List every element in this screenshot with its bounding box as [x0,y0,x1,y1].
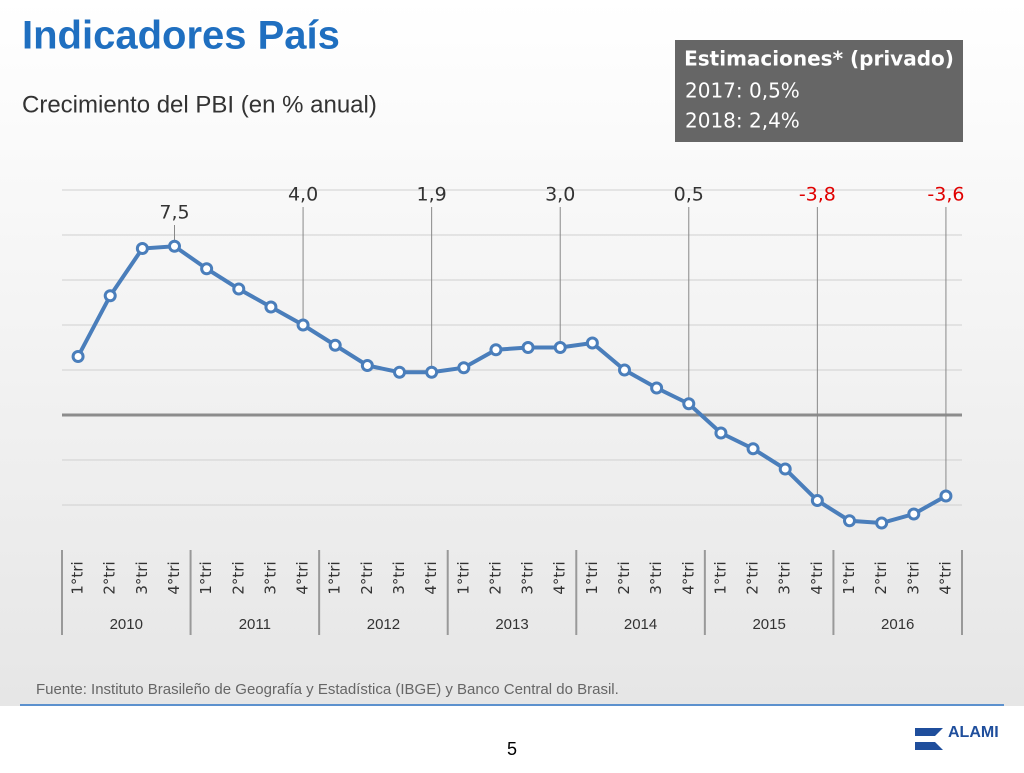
data-label: 3,0 [545,184,575,206]
point [843,514,856,528]
x-tick-label: 1°tri [711,561,729,594]
x-tick-label: 4°tri [808,561,826,594]
x-tick-label: 1°tri [69,561,87,594]
point [585,336,599,350]
x-tick-label: 2°tri [744,561,762,594]
point [393,365,406,379]
point [682,397,696,411]
point [939,489,953,503]
x-group-label: 2013 [495,616,528,633]
data-label: -3,6 [927,184,964,206]
point [103,289,117,303]
chart: 1°tri 2°tri 3°tri 4°tri 1°tri 2°tri 3°tri 4°tri… [61,184,964,635]
x-tick-label: 1°tri [840,561,858,594]
x-tick-label: 4°tri [551,561,569,594]
x-tick-label: 4°tri [165,561,183,594]
point [810,494,824,507]
series-line [76,244,947,526]
point [232,282,246,296]
data-label: 0,5 [674,184,704,206]
x-tick-label: 3°tri [261,561,279,594]
data-label: 1,9 [417,184,447,206]
data-label: 7,5 [159,202,189,224]
x-tick-label: 2°tri [872,561,890,594]
estimates-title: Estimaciones* (privado) [684,47,954,71]
x-group-label: 2015 [752,616,785,633]
estimate-line: 2017: 0,5% [685,79,800,103]
data-label: -3,8 [799,184,836,206]
subtitle: Crecimiento del PBI (en % anual) [22,91,377,118]
footer-bg [0,706,1024,768]
estimates-box [675,40,963,142]
point [264,300,278,314]
point [875,516,889,530]
x-group-label: 2012 [367,616,400,633]
x-tick-label: 4°tri [294,561,312,594]
x-tick-label: 3°tri [904,561,922,594]
point [650,381,664,395]
logo-icon [915,728,943,750]
point [200,262,214,276]
x-tick-label: 4°tri [936,561,954,594]
point [360,359,374,372]
point [168,239,181,253]
point [296,318,310,332]
x-group-label: 2010 [110,616,143,633]
point [907,507,921,521]
point [425,365,439,379]
point [746,442,760,456]
x-tick-label: 1°tri [454,561,472,594]
x-tick-label: 2°tri [486,561,504,594]
page-number: 5 [507,739,517,759]
logo-text: ALAMI [948,724,999,741]
x-group-label: 2014 [624,616,657,633]
data-label: 4,0 [288,184,318,206]
x-tick-label: 1°tri [197,561,215,594]
point [135,242,149,255]
point [521,341,535,354]
point [71,350,85,363]
point [553,341,567,354]
x-tick-label: 4°tri [679,561,697,594]
x-tick-label: 4°tri [422,561,440,594]
x-tick-label: 3°tri [647,561,665,594]
x-tick-label: 3°tri [519,561,537,594]
x-tick-label: 2°tri [615,561,633,594]
x-tick-label: 3°tri [133,561,151,594]
logo: ALAMI [915,724,999,750]
point [714,426,728,440]
x-tick-label: 1°tri [583,561,601,594]
point [778,462,792,476]
x-tick-label: 2°tri [101,561,119,594]
estimate-line: 2018: 2,4% [685,109,800,133]
x-group-label: 2016 [881,616,914,633]
x-tick-label: 1°tri [326,561,344,594]
x-tick-label: 2°tri [229,561,247,594]
title: Indicadores País [22,14,340,58]
point [457,361,471,375]
x-tick-label: 3°tri [776,561,794,594]
source: Fuente: Instituto Brasileño de Geografía… [36,681,619,698]
point [328,338,342,352]
point [618,363,631,377]
point [489,343,503,357]
x-tick-label: 3°tri [390,561,408,594]
x-tick-label: 2°tri [358,561,376,594]
x-group-label: 2011 [239,616,271,633]
